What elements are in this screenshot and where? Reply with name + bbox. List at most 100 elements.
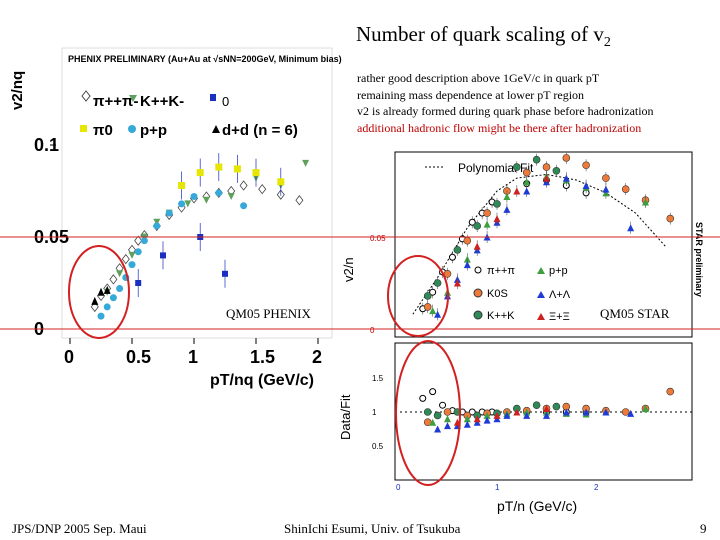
star-point-s2-3 (473, 222, 482, 230)
legend-marker-phi (210, 94, 216, 101)
phenix-ylabel: v2/nq (9, 71, 26, 110)
star-ratio-s5-3 (513, 408, 521, 416)
star-point-s0-5 (468, 218, 476, 226)
phenix-ytick-label: 0.1 (34, 135, 59, 155)
star-ratio-s4-10 (562, 408, 570, 416)
phenix-point-s4-8 (153, 222, 161, 230)
star-ratio-s1-12 (666, 387, 675, 396)
star-bottom-ylabel: Data/Fit (338, 394, 353, 440)
note-line-3: v2 is already formed during quark phase … (357, 104, 654, 118)
star-point-s4-11 (582, 181, 590, 189)
star-ratio-s4-13 (627, 409, 635, 417)
star-point-s4-8 (523, 187, 531, 195)
phenix-point-s1-8 (227, 193, 235, 201)
star-point-s1-3 (483, 209, 491, 217)
star-ratio-s1-10 (621, 408, 630, 416)
star-side-label: STAR preliminary (694, 222, 704, 297)
star-point-s4-10 (562, 174, 570, 182)
star-ratio-s4-12 (602, 408, 610, 416)
phenix-title: PHENIX PRELIMINARY (Au+Au at √sNN=200GeV… (68, 54, 342, 64)
legend-marker-pi (81, 90, 91, 102)
star-point-s3-4 (503, 193, 511, 201)
star-legend-label-pi: π++π (487, 265, 515, 277)
star-point-s5-0 (453, 279, 461, 287)
phenix-point-s2-0 (135, 280, 142, 286)
star-point-s1-2 (463, 236, 472, 245)
notes-block: rather good description above 1GeV/c in … (357, 70, 654, 136)
phenix-point-s0-16 (239, 180, 248, 191)
phenix-point-s4-11 (190, 193, 198, 201)
star-top-ylabel: v2/n (341, 257, 356, 282)
note-line-1: rather good description above 1GeV/c in … (357, 71, 600, 85)
star-legend-marker-pi (474, 266, 482, 274)
phenix-point-s3-0 (178, 181, 186, 189)
star-ratio-s2-2 (453, 408, 462, 416)
star-ratio-s4-9 (543, 411, 550, 419)
phenix-point-s4-5 (128, 261, 136, 269)
legend-label-pi: π++π- (93, 93, 138, 110)
star-xtick: 2 (594, 483, 599, 492)
legend-marker-pi0 (80, 125, 87, 132)
star-point-s3-5 (523, 178, 531, 186)
phenix-point-s3-5 (277, 178, 285, 186)
star-ytick-top: 0.05 (370, 234, 386, 243)
phenix-xtick-label: 0 (64, 347, 74, 367)
slide-title: Number of quark scaling of v2 (356, 22, 611, 51)
phenix-chart: PHENIX PRELIMINARY (Au+Au at √sNN=200GeV… (9, 47, 342, 389)
star-legend-label-k: K++K (487, 310, 515, 322)
star-ratio-s2-1 (433, 411, 442, 420)
star-point-s4-3 (463, 261, 471, 269)
legend-marker-p (128, 125, 136, 133)
star-legend-marker-xi (537, 313, 545, 320)
phenix-xtick-label: 0.5 (126, 347, 151, 367)
star-xlabel: pT/n (GeV/c) (497, 498, 577, 514)
star-ratio-s3-3 (483, 411, 491, 419)
star-legend-marker-k (473, 310, 483, 320)
star-point-s1-6 (542, 163, 551, 171)
legend-marker-k (129, 95, 137, 102)
star-ytick-bottom: 0.5 (372, 442, 384, 451)
star-point-s2-5 (512, 163, 521, 171)
phenix-point-s4-1 (103, 303, 111, 311)
legend-label-k: K++K- (140, 93, 184, 110)
star-xtick: 1 (495, 483, 500, 492)
phenix-xtick-label: 2 (312, 347, 322, 367)
legend-marker-d (212, 125, 220, 133)
phenix-point-s4-12 (215, 189, 223, 197)
star-point-s3-10 (642, 198, 649, 206)
star-ratio-s5-2 (493, 411, 501, 419)
note-line-2: remaining mass dependence at lower pT re… (357, 87, 585, 102)
phenix-point-s4-2 (109, 294, 117, 302)
phenix-point-s4-13 (240, 202, 248, 210)
star-panel-label: QM05 STAR (600, 306, 670, 322)
note-line-4: additional hadronic flow might be there … (357, 120, 642, 135)
phenix-point-s0-7 (134, 235, 143, 246)
phenix-legend: π++π- K++K- 0 π0 p+p d+d (n = 6) (80, 90, 298, 139)
phenix-xtick-label: 1 (188, 347, 198, 367)
star-ratio-s4-5 (483, 416, 491, 424)
star-legend-marker-p (537, 267, 545, 274)
page-number: 9 (700, 521, 707, 536)
star-ratio-s2-7 (552, 402, 561, 411)
phenix-point-s3-3 (233, 165, 241, 173)
star-point-s1-5 (522, 168, 531, 177)
phenix-xtick-label: 1.5 (250, 347, 275, 367)
phenix-point-s4-4 (122, 273, 130, 281)
phenix-point-s2-2 (197, 234, 204, 240)
star-legend-marker-lambda (537, 291, 545, 298)
star-point-s1-12 (666, 214, 675, 223)
star-ratio-s3-10 (642, 405, 649, 413)
phenix-point-s2-3 (222, 270, 228, 277)
phenix-xlabel: pT/nq (GeV/c) (210, 372, 314, 389)
star-point-s2-4 (493, 200, 501, 208)
phenix-point-s4-3 (116, 285, 124, 293)
phenix-ytick-label: 0 (34, 319, 44, 339)
star-point-s1-8 (582, 161, 590, 170)
star-point-s1-7 (562, 154, 571, 162)
star-legend-label-p: p+p (549, 265, 568, 277)
phenix-point-s3-1 (196, 169, 204, 177)
legend-label-phi: 0 (222, 94, 229, 109)
legend-label-pi0: π0 (93, 122, 113, 139)
star-point-s1-0 (423, 303, 432, 311)
phenix-point-s4-7 (140, 237, 148, 245)
